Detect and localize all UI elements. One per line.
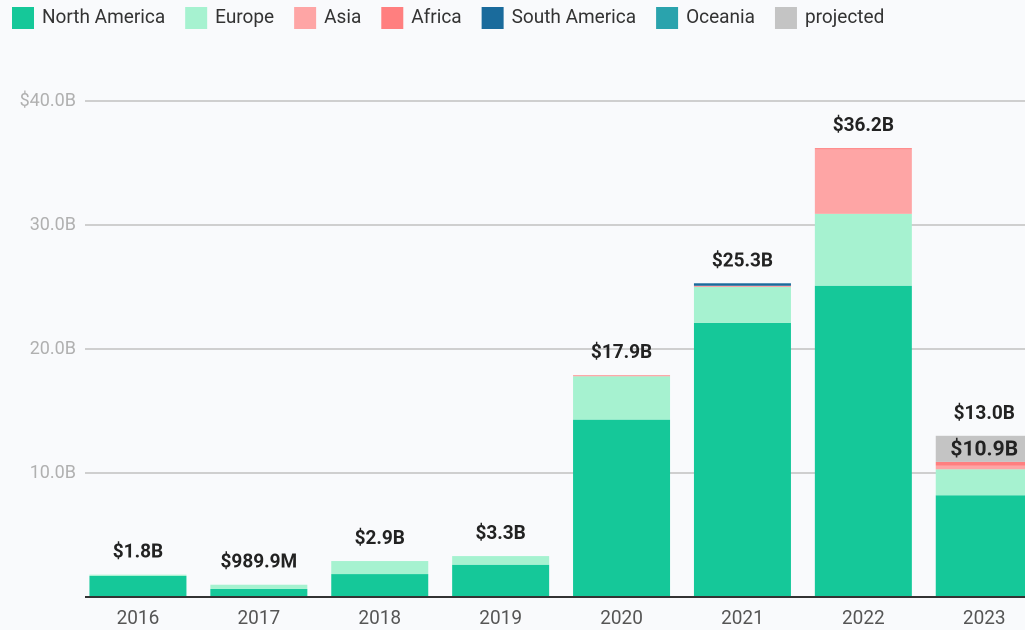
total-label: $1.8B <box>113 540 163 563</box>
legend-text: Europe <box>215 5 274 28</box>
bar-segment <box>331 574 429 597</box>
annotation-label: $10.9B <box>950 437 1018 461</box>
total-label: $2.9B <box>355 526 405 549</box>
bar-segment <box>573 419 671 597</box>
total-label: $36.2B <box>833 113 894 136</box>
legend-text: Africa <box>411 5 461 28</box>
bar-segment <box>935 465 1025 470</box>
legend-text: projected <box>805 5 884 28</box>
bar-segment <box>452 556 550 565</box>
x-tick-label: 2023 <box>963 606 1006 629</box>
y-tick-label: 10.0B <box>30 462 76 483</box>
bar-segment <box>693 287 791 323</box>
legend-swatch <box>294 7 317 29</box>
bar-segment <box>89 574 187 576</box>
bar-segment <box>693 283 791 286</box>
legend-text: North America <box>42 5 165 28</box>
bar-segment <box>935 435 1025 462</box>
total-label: $17.9B <box>591 340 652 363</box>
legend-swatch <box>185 7 208 29</box>
bar-segment <box>210 584 308 589</box>
y-tick-label: 30.0B <box>30 214 76 235</box>
bar-segment <box>935 469 1025 496</box>
bar-segment <box>693 285 791 287</box>
x-tick-label: 2020 <box>600 606 643 629</box>
bar-segment <box>814 213 912 286</box>
bar-segment <box>452 564 550 597</box>
total-label: $13.0B <box>954 401 1015 424</box>
x-tick-label: 2022 <box>842 606 885 629</box>
bar-segment <box>573 376 671 420</box>
bar-segment <box>935 495 1025 597</box>
bar-segment <box>693 322 791 597</box>
total-label: $989.9M <box>221 550 298 573</box>
legend-swatch <box>381 7 404 29</box>
x-tick-label: 2016 <box>117 606 160 629</box>
bar-segment <box>935 461 1025 466</box>
legend-text: Asia <box>324 5 361 28</box>
bar-segment <box>814 148 912 150</box>
total-label: $25.3B <box>712 248 773 271</box>
total-label: $3.3B <box>475 521 525 544</box>
legend-swatch <box>12 7 34 29</box>
bar-segment <box>573 375 671 377</box>
x-tick-label: 2017 <box>237 606 280 629</box>
legend-swatch <box>774 7 797 29</box>
legend-text: Oceania <box>686 5 755 28</box>
legend-swatch <box>656 7 679 29</box>
bar-segment <box>331 561 429 575</box>
y-tick-label: 20.0B <box>30 338 76 359</box>
x-tick-label: 2021 <box>721 606 764 629</box>
y-tick-label: $40.0B <box>20 90 76 111</box>
bar-segment <box>210 588 308 597</box>
x-tick-label: 2019 <box>479 606 522 629</box>
x-tick-label: 2018 <box>358 606 401 629</box>
bar-segment <box>814 285 912 597</box>
bar-segment <box>814 149 912 214</box>
legend-swatch <box>481 7 504 29</box>
legend-text: South America <box>512 5 636 28</box>
bar-segment <box>89 575 187 597</box>
